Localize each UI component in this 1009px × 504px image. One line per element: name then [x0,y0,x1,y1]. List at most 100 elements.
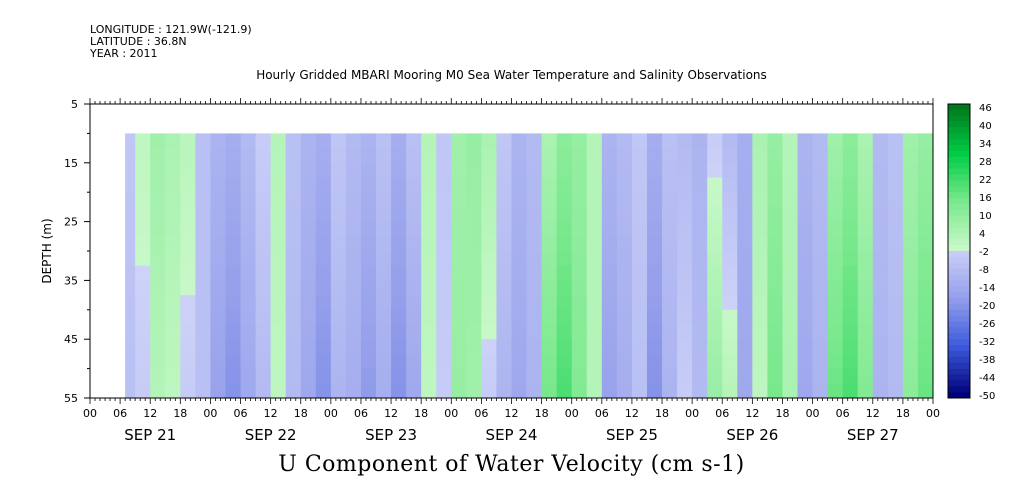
heatmap-cell [165,324,181,340]
heatmap-cell [556,368,573,384]
heatmap-cell [406,177,422,193]
heatmap-cell [421,251,437,267]
colorbar-swatch [948,133,970,140]
heatmap-cell [330,192,347,208]
heatmap-cell [872,324,889,340]
heatmap-cell [692,148,708,164]
heatmap-cell [225,221,242,237]
heatmap-cell [541,280,558,296]
heatmap-cell [195,280,212,296]
heatmap-cell [406,221,422,237]
heatmap-cell [722,295,738,311]
heatmap-cell [406,148,422,164]
heatmap-cell [195,251,212,267]
heatmap-cell [330,162,347,179]
heatmap-cell [662,324,678,340]
heatmap-cell [240,383,257,398]
heatmap-cell [857,162,874,179]
heatmap-cell [541,309,558,326]
heatmap-cell [797,148,814,164]
heatmap-cell [782,383,799,398]
heatmap-cell [466,236,482,252]
heatmap-cell [616,177,633,193]
heatmap-cell [481,280,498,296]
heatmap-cell [767,192,784,208]
heatmap-cell [692,236,708,252]
colorbar-swatch [948,192,970,199]
heatmap-cell [812,221,829,237]
heatmap-cell [391,148,407,164]
heatmap-cell [300,162,317,179]
heatmap-cell [125,309,136,326]
heatmap-cell [421,295,437,311]
heatmap-cell [752,309,769,326]
heatmap-cell [752,339,769,355]
heatmap-cell [917,324,933,340]
heatmap-cell [526,295,543,311]
heatmap-cell [165,339,181,355]
x-day-label: SEP 22 [245,426,297,444]
heatmap-cell [496,265,513,281]
heatmap-cell [646,177,663,193]
heatmap-cell [707,177,723,193]
heatmap-cell [315,148,332,164]
y-tick-label: 15 [64,157,78,170]
heatmap-cell [225,383,242,398]
heatmap-cell [827,383,844,398]
heatmap-cell [125,383,136,398]
heatmap-cell [677,353,693,370]
heatmap-cell [556,221,573,237]
heatmap-cell [210,221,227,237]
heatmap-cell [165,353,181,370]
heatmap-cell [782,206,799,223]
heatmap-cell [812,309,829,326]
heatmap-cell [677,324,693,340]
heatmap-cell [616,192,633,208]
heatmap-cell [601,368,618,384]
heatmap-cell [797,324,814,340]
heatmap-cell [210,133,227,149]
heatmap-cell [496,280,513,296]
heatmap-cell [662,280,678,296]
heatmap-cell [752,368,769,384]
heatmap-cell [917,339,933,355]
heatmap-cell [601,251,618,267]
heatmap-cell [165,162,181,179]
heatmap-cell [752,236,769,252]
heatmap-cell [556,162,573,179]
heatmap-cell [436,221,452,237]
colorbar-swatch [948,309,970,316]
heatmap-cell [511,295,528,311]
heatmap-cell [466,192,482,208]
heatmap-cell [195,206,212,223]
heatmap-cell [285,192,302,208]
heatmap-cell [677,133,693,149]
heatmap-cell [210,192,227,208]
heatmap-cell [125,353,136,370]
heatmap-cell [541,177,558,193]
colorbar-swatch [948,292,970,299]
heatmap-cell [376,177,392,193]
heatmap-cell [345,339,362,355]
heatmap-cell [797,265,814,281]
heatmap-cell [571,133,588,149]
heatmap-cell [526,265,543,281]
heatmap-cell [330,280,347,296]
heatmap-cell [902,309,919,326]
heatmap-cell [300,324,317,340]
heatmap-cell [496,206,513,223]
heatmap-cell [737,383,753,398]
heatmap-cell [571,368,588,384]
heatmap-cell [857,368,874,384]
heatmap-cell [345,177,362,193]
heatmap-cell [125,280,136,296]
heatmap-cell [887,339,904,355]
heatmap-cell [586,177,603,193]
heatmap-cell [270,280,287,296]
heatmap-cell [360,162,377,179]
heatmap-cell [782,177,799,193]
heatmap-cell [165,383,181,398]
heatmap-cell [135,324,151,340]
heatmap-cell [345,192,362,208]
